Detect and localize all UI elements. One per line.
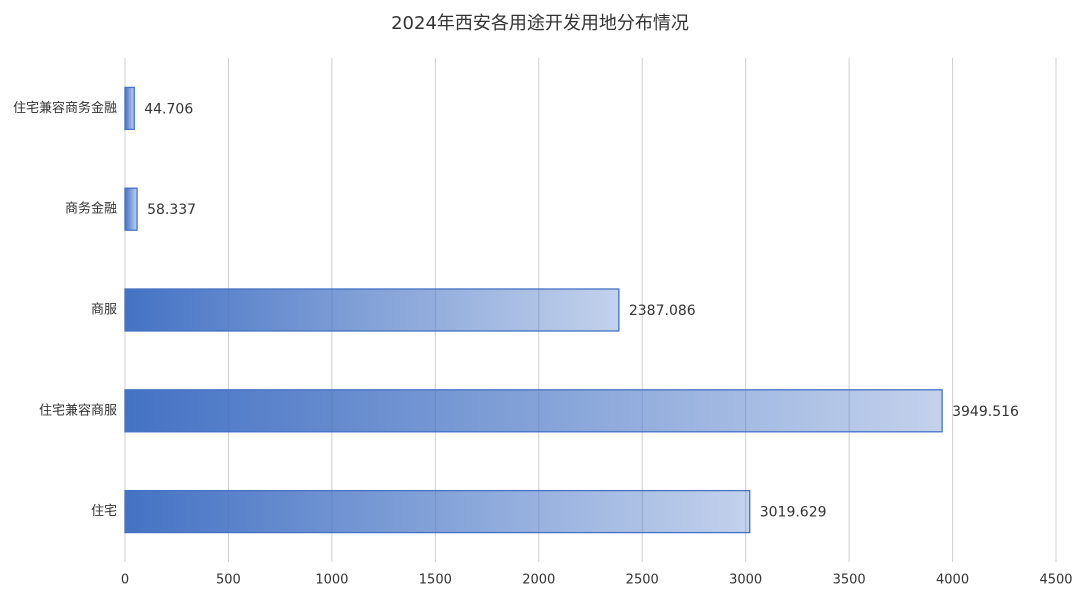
x-tick-label: 1000 — [315, 573, 348, 588]
value-label: 3019.629 — [760, 505, 827, 521]
bar — [124, 389, 943, 433]
x-tick-label: 500 — [216, 573, 241, 588]
chart-title: 2024年西安各用途开发用地分布情况 — [391, 13, 689, 34]
y-tick-label: 住宅兼容商务金融 — [13, 100, 117, 116]
x-tick-label: 4500 — [1039, 573, 1072, 588]
value-label: 44.706 — [144, 101, 193, 117]
value-label: 3949.516 — [952, 404, 1019, 420]
bar — [124, 86, 135, 131]
x-tick-label: 2500 — [626, 573, 659, 588]
x-tick-label: 3500 — [833, 573, 866, 588]
x-tick-label: 1500 — [419, 573, 452, 588]
value-label: 58.337 — [147, 202, 196, 218]
y-tick-label: 商服 — [91, 303, 117, 318]
x-tick-label: 0 — [121, 573, 129, 588]
bar — [124, 187, 138, 231]
x-tick-label: 4000 — [936, 573, 969, 588]
y-tick-label: 商务金融 — [65, 201, 117, 217]
x-tick-label: 2000 — [522, 573, 555, 588]
y-tick-label: 住宅 — [91, 504, 117, 519]
value-label: 2387.086 — [629, 303, 696, 319]
y-tick-label: 住宅兼容商服 — [39, 402, 117, 418]
bar — [124, 288, 620, 332]
x-tick-label: 3000 — [729, 573, 762, 588]
bar — [124, 489, 751, 534]
